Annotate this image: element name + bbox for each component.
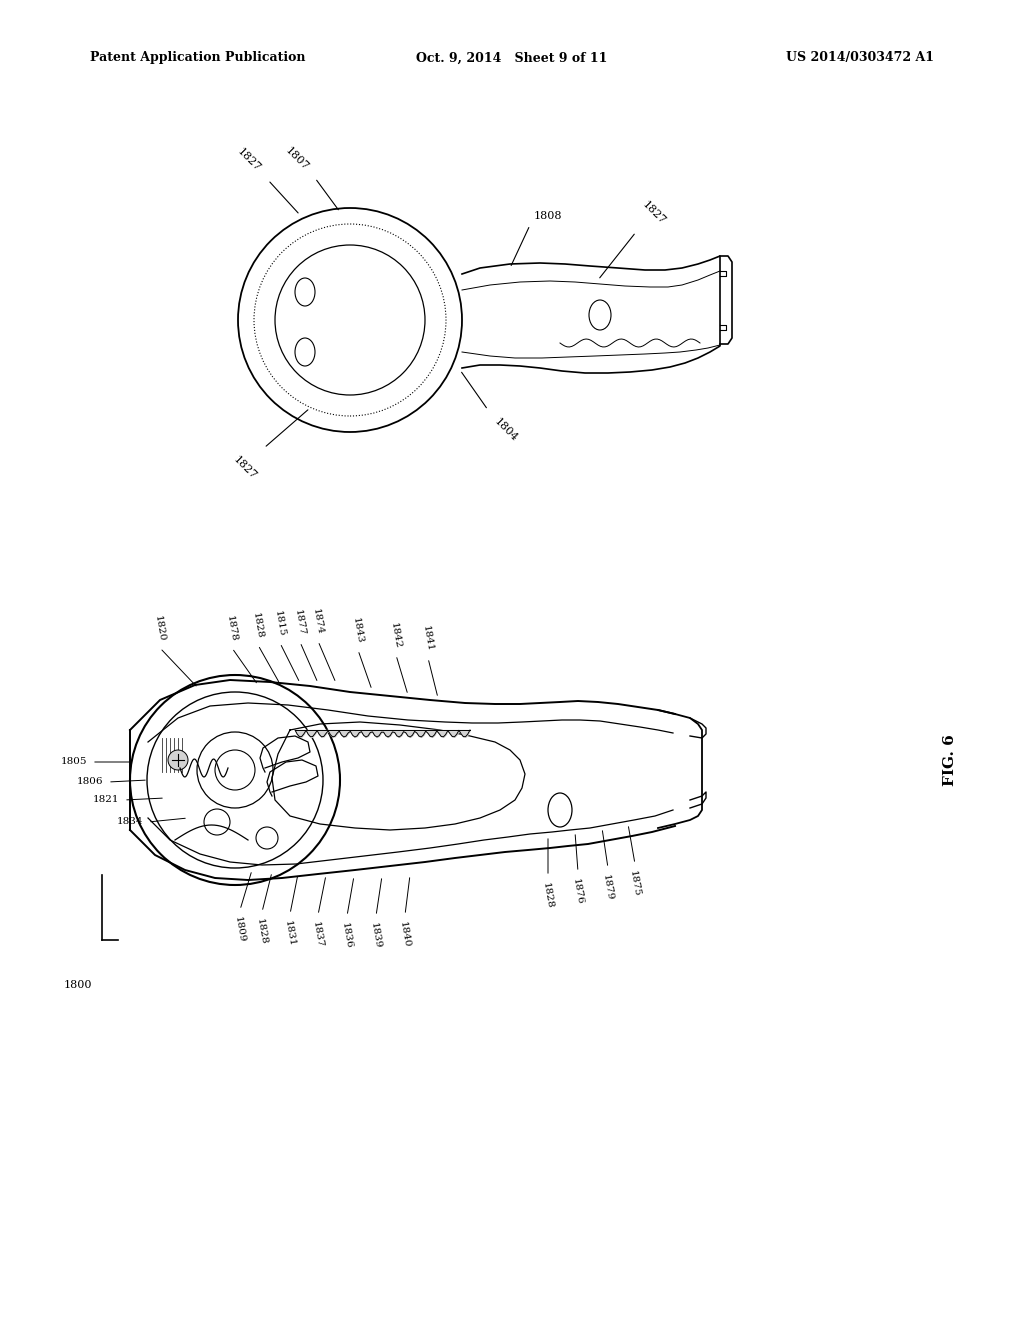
Text: 1804: 1804: [492, 416, 519, 444]
Circle shape: [168, 750, 188, 770]
Text: 1815: 1815: [273, 610, 287, 638]
Text: 1877: 1877: [293, 609, 307, 636]
Text: 1800: 1800: [63, 979, 92, 990]
Text: Oct. 9, 2014   Sheet 9 of 11: Oct. 9, 2014 Sheet 9 of 11: [417, 51, 607, 65]
Text: 1836: 1836: [340, 921, 353, 949]
Text: 1879: 1879: [601, 874, 614, 902]
Text: 1827: 1827: [230, 454, 258, 480]
Text: 1843: 1843: [351, 616, 365, 644]
Text: 1806: 1806: [77, 777, 103, 787]
Text: 1840: 1840: [398, 921, 412, 949]
Text: 1828: 1828: [542, 882, 555, 909]
Polygon shape: [462, 256, 720, 374]
Text: 1831: 1831: [284, 920, 297, 948]
Text: 1841: 1841: [421, 624, 435, 652]
Text: 1821: 1821: [92, 796, 119, 804]
Text: 1809: 1809: [233, 916, 247, 944]
Text: 1874: 1874: [311, 607, 325, 635]
Text: 1878: 1878: [225, 614, 239, 642]
Text: FIG. 6: FIG. 6: [943, 734, 957, 785]
Text: 1808: 1808: [534, 211, 562, 220]
Text: 1842: 1842: [389, 622, 402, 649]
Text: 1839: 1839: [370, 921, 383, 949]
Text: 1827: 1827: [640, 199, 667, 226]
Text: 1820: 1820: [154, 614, 167, 642]
Text: 1876: 1876: [571, 878, 585, 906]
Text: 1834: 1834: [117, 817, 143, 826]
Text: 1805: 1805: [60, 758, 87, 767]
Text: 1828: 1828: [255, 917, 268, 945]
Text: 1807: 1807: [283, 145, 310, 172]
Text: 1875: 1875: [629, 870, 642, 898]
Text: US 2014/0303472 A1: US 2014/0303472 A1: [786, 51, 934, 65]
Text: 1837: 1837: [311, 921, 325, 949]
Text: 1828: 1828: [251, 611, 265, 639]
Text: 1827: 1827: [234, 147, 262, 173]
Text: Patent Application Publication: Patent Application Publication: [90, 51, 305, 65]
